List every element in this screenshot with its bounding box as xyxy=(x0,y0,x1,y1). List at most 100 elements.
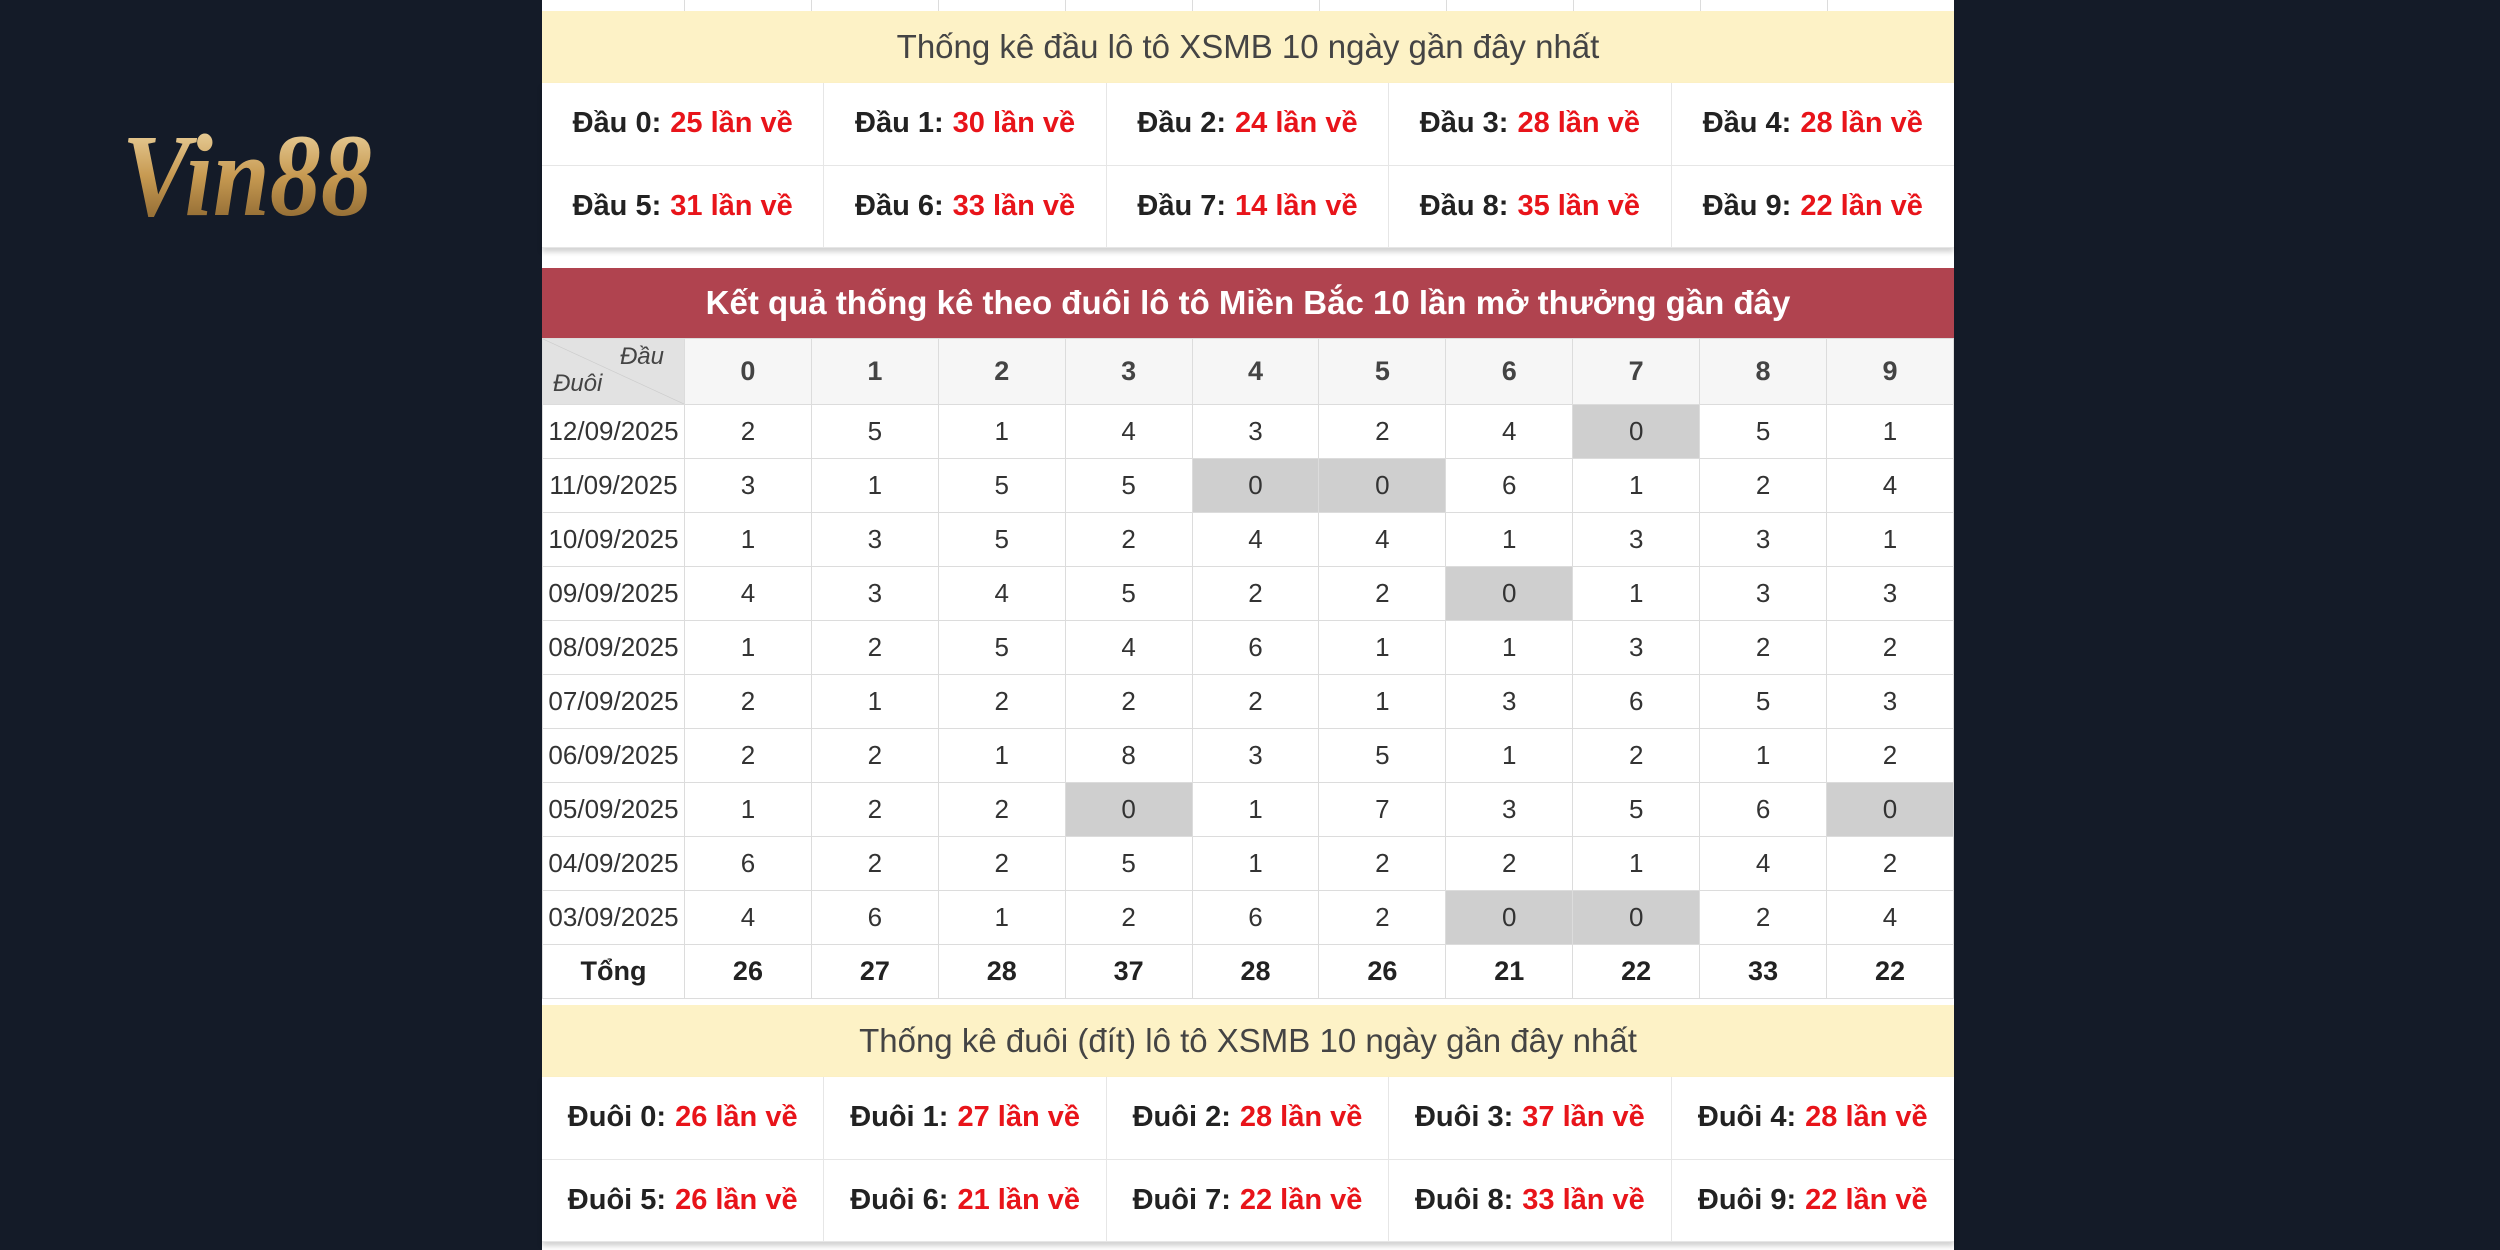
total-cell: 28 xyxy=(937,944,1066,999)
tail-stats-title: Thống kê đuôi (đít) lô tô XSMB 10 ngày g… xyxy=(542,1005,1954,1077)
count-cell: 4 xyxy=(1826,890,1954,945)
row-date: 07/09/2025 xyxy=(542,674,685,729)
count-cell: 2 xyxy=(1064,674,1193,729)
count-cell: 2 xyxy=(1191,566,1320,621)
count-cell: 7 xyxy=(1318,782,1447,837)
row-date: 08/09/2025 xyxy=(542,620,685,675)
count-cell: 2 xyxy=(937,836,1066,891)
count-cell: 2 xyxy=(1191,674,1320,729)
count-cell: 3 xyxy=(1572,512,1701,567)
count-cell: 1 xyxy=(1826,512,1954,567)
count-cell: 2 xyxy=(1064,512,1193,567)
table-row: 09/09/2025 4 3 4 5 2 2 0 1 3 3 xyxy=(542,566,1954,621)
row-date: 03/09/2025 xyxy=(542,890,685,945)
head-stat-0: Đầu 0: 25 lần về xyxy=(542,83,825,166)
count-cell: 0 xyxy=(1445,890,1574,945)
column-header: 9 xyxy=(1826,338,1954,405)
lottery-stats-panel: Thống kê đầu lô tô XSMB 10 ngày gần đây … xyxy=(542,0,1954,1250)
count-cell: 2 xyxy=(1318,404,1447,459)
corner-head-label: Đầu xyxy=(619,343,664,370)
column-header: 0 xyxy=(684,338,812,405)
total-cell: 22 xyxy=(1572,944,1701,999)
count-cell: 2 xyxy=(810,728,939,783)
table-row: 04/09/2025 6 2 2 5 1 2 2 1 4 2 xyxy=(542,836,1954,891)
table-header-row: Đầu Đuôi 0 1 2 3 4 5 6 7 8 9 xyxy=(542,338,1954,405)
count-cell: 5 xyxy=(937,512,1066,567)
row-date: 11/09/2025 xyxy=(542,458,685,513)
count-cell: 3 xyxy=(1826,674,1954,729)
count-cell: 2 xyxy=(1826,728,1954,783)
count-cell: 1 xyxy=(1572,566,1701,621)
count-cell: 0 xyxy=(1191,458,1320,513)
count-cell: 1 xyxy=(1826,404,1954,459)
count-cell: 0 xyxy=(1826,782,1954,837)
tail-stat-0: Đuôi 0: 26 lần về xyxy=(542,1077,825,1160)
tail-table-title: Kết quả thống kê theo đuôi lô tô Miền Bắ… xyxy=(542,268,1954,338)
count-cell: 5 xyxy=(1064,458,1193,513)
total-cell: 26 xyxy=(684,944,812,999)
count-cell: 0 xyxy=(1064,782,1193,837)
tail-stat-5: Đuôi 5: 26 lần về xyxy=(542,1159,825,1242)
count-cell: 3 xyxy=(1699,566,1828,621)
count-cell: 4 xyxy=(1191,512,1320,567)
column-header: 1 xyxy=(810,338,939,405)
corner-header-cell: Đầu Đuôi xyxy=(542,338,685,405)
count-cell: 2 xyxy=(684,674,812,729)
count-cell: 4 xyxy=(684,890,812,945)
total-cell: 37 xyxy=(1064,944,1193,999)
count-cell: 1 xyxy=(810,458,939,513)
table-row: 12/09/2025 2 5 1 4 3 2 4 0 5 1 xyxy=(542,404,1954,459)
column-header: 6 xyxy=(1445,338,1574,405)
count-cell: 3 xyxy=(1191,404,1320,459)
column-header: 5 xyxy=(1318,338,1447,405)
count-cell: 1 xyxy=(937,890,1066,945)
total-cell: 26 xyxy=(1318,944,1447,999)
count-cell: 4 xyxy=(684,566,812,621)
count-cell: 0 xyxy=(1318,458,1447,513)
tail-stat-8: Đuôi 8: 33 lần về xyxy=(1389,1159,1672,1242)
count-cell: 3 xyxy=(1445,674,1574,729)
count-cell: 3 xyxy=(1826,566,1954,621)
head-stat-8: Đầu 8: 35 lần về xyxy=(1389,165,1672,248)
count-cell: 2 xyxy=(684,728,812,783)
total-cell: 28 xyxy=(1191,944,1320,999)
head-stat-6: Đầu 6: 33 lần về xyxy=(824,165,1107,248)
count-cell: 1 xyxy=(1699,728,1828,783)
count-cell: 3 xyxy=(810,512,939,567)
count-cell: 1 xyxy=(684,782,812,837)
total-cell: 21 xyxy=(1445,944,1574,999)
count-cell: 2 xyxy=(1318,566,1447,621)
count-cell: 2 xyxy=(684,404,812,459)
count-cell: 2 xyxy=(1318,836,1447,891)
table-row: 11/09/2025 3 1 5 5 0 0 6 1 2 4 xyxy=(542,458,1954,513)
table-row: 03/09/2025 4 6 1 2 6 2 0 0 2 4 xyxy=(542,890,1954,945)
tail-stat-7: Đuôi 7: 22 lần về xyxy=(1106,1159,1390,1242)
count-cell: 1 xyxy=(684,512,812,567)
count-cell: 5 xyxy=(1572,782,1701,837)
logo-wordmark: Vin88 xyxy=(122,115,372,235)
count-cell: 5 xyxy=(1064,566,1193,621)
column-header: 3 xyxy=(1064,338,1193,405)
count-cell: 3 xyxy=(684,458,812,513)
count-cell: 3 xyxy=(1699,512,1828,567)
count-cell: 2 xyxy=(1318,890,1447,945)
count-cell: 6 xyxy=(1191,890,1320,945)
count-cell: 5 xyxy=(810,404,939,459)
count-cell: 2 xyxy=(1826,836,1954,891)
count-cell: 4 xyxy=(1064,404,1193,459)
count-cell: 5 xyxy=(1318,728,1447,783)
count-cell: 2 xyxy=(1699,620,1828,675)
count-cell: 1 xyxy=(1318,620,1447,675)
vin88-logo[interactable]: Vin88 xyxy=(122,110,484,241)
count-cell: 2 xyxy=(1699,890,1828,945)
table-row: 06/09/2025 2 2 1 8 3 5 1 2 1 2 xyxy=(542,728,1954,783)
head-stats-grid: Đầu 0: 25 lần về Đầu 1: 30 lần về Đầu 2: 24… xyxy=(542,83,1954,248)
count-cell: 1 xyxy=(1318,674,1447,729)
corner-tail-label: Đuôi xyxy=(553,370,603,397)
table-row: 05/09/2025 1 2 2 0 1 7 3 5 6 0 xyxy=(542,782,1954,837)
total-label: Tổng xyxy=(542,944,685,999)
row-date: 04/09/2025 xyxy=(542,836,685,891)
count-cell: 6 xyxy=(1699,782,1828,837)
count-cell: 5 xyxy=(937,620,1066,675)
count-cell: 5 xyxy=(1699,674,1828,729)
